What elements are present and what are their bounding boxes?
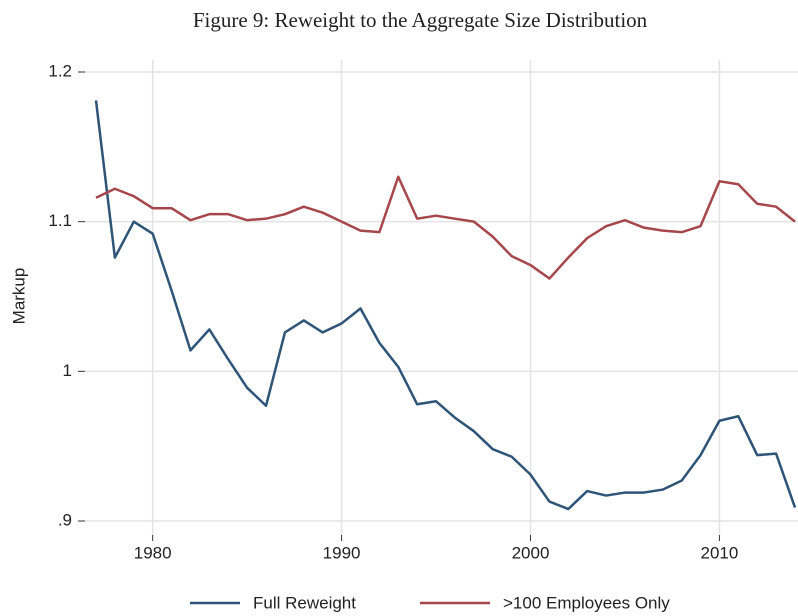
y-tick-label: 1.2 [48,61,72,80]
y-tick-label: 1.1 [48,211,72,230]
y-tick-label: .9 [58,510,72,529]
chart-title: Figure 9: Reweight to the Aggregate Size… [193,8,648,32]
legend-label: Full Reweight [253,593,356,612]
legend-label: >100 Employees Only [503,593,670,612]
x-tick-label: 1990 [323,543,361,562]
series-line [94,100,797,511]
x-tick-label: 1980 [134,543,172,562]
x-tick-label: 2000 [512,543,550,562]
y-tick-label: 1 [63,361,72,380]
x-tick-label: 2010 [701,543,739,562]
series-line [95,175,796,280]
y-axis-label: Markup [9,268,28,325]
